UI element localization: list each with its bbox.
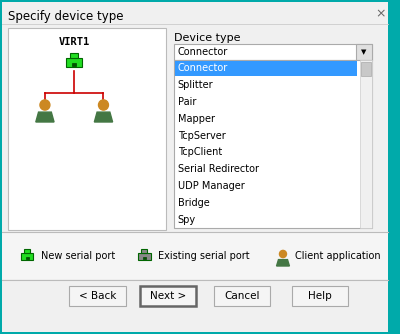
Text: TcpClient: TcpClient	[178, 147, 222, 157]
Text: VIRT1: VIRT1	[58, 37, 90, 47]
Bar	[66, 57, 82, 66]
Bar	[8, 28, 166, 230]
Polygon shape	[36, 112, 54, 122]
Bar	[24, 249, 30, 253]
Bar	[70, 53, 78, 58]
Text: Mapper: Mapper	[178, 114, 214, 124]
Text: ×: ×	[375, 7, 386, 20]
Bar	[174, 44, 372, 60]
Bar	[69, 286, 126, 306]
Text: Existing serial port: Existing serial port	[158, 251, 250, 261]
Bar	[174, 60, 372, 228]
Text: Next >: Next >	[150, 291, 186, 301]
Text: Connector: Connector	[178, 47, 228, 57]
Text: Connector: Connector	[178, 63, 228, 73]
Bar	[21, 253, 34, 260]
Bar	[140, 286, 196, 306]
Bar	[360, 60, 372, 228]
Bar	[361, 62, 371, 76]
Bar	[141, 249, 148, 253]
Text: Splitter: Splitter	[178, 80, 213, 90]
Bar	[26, 257, 29, 259]
Bar	[143, 257, 146, 259]
Bar	[72, 63, 76, 65]
Text: ▼: ▼	[361, 49, 367, 55]
Text: Device type: Device type	[174, 33, 240, 43]
Text: TcpServer: TcpServer	[178, 131, 225, 141]
Bar	[356, 44, 372, 60]
Text: Help: Help	[308, 291, 332, 301]
Bar	[175, 60, 357, 76]
Bar	[292, 286, 348, 306]
Text: Client application: Client application	[295, 251, 380, 261]
Text: Spy: Spy	[178, 215, 196, 224]
Text: Pair: Pair	[178, 97, 196, 107]
Bar	[2, 233, 388, 279]
Circle shape	[280, 250, 286, 258]
Bar	[214, 286, 270, 306]
Bar	[138, 253, 150, 260]
Text: New serial port: New serial port	[41, 251, 115, 261]
Circle shape	[98, 100, 108, 110]
Text: < Back: < Back	[79, 291, 116, 301]
Polygon shape	[276, 260, 290, 266]
Text: Serial Redirector: Serial Redirector	[178, 164, 258, 174]
Text: Bridge: Bridge	[178, 198, 209, 208]
Text: Cancel: Cancel	[224, 291, 260, 301]
Circle shape	[40, 100, 50, 110]
Text: UDP Manager: UDP Manager	[178, 181, 244, 191]
Text: Specify device type: Specify device type	[8, 9, 123, 22]
Polygon shape	[94, 112, 112, 122]
